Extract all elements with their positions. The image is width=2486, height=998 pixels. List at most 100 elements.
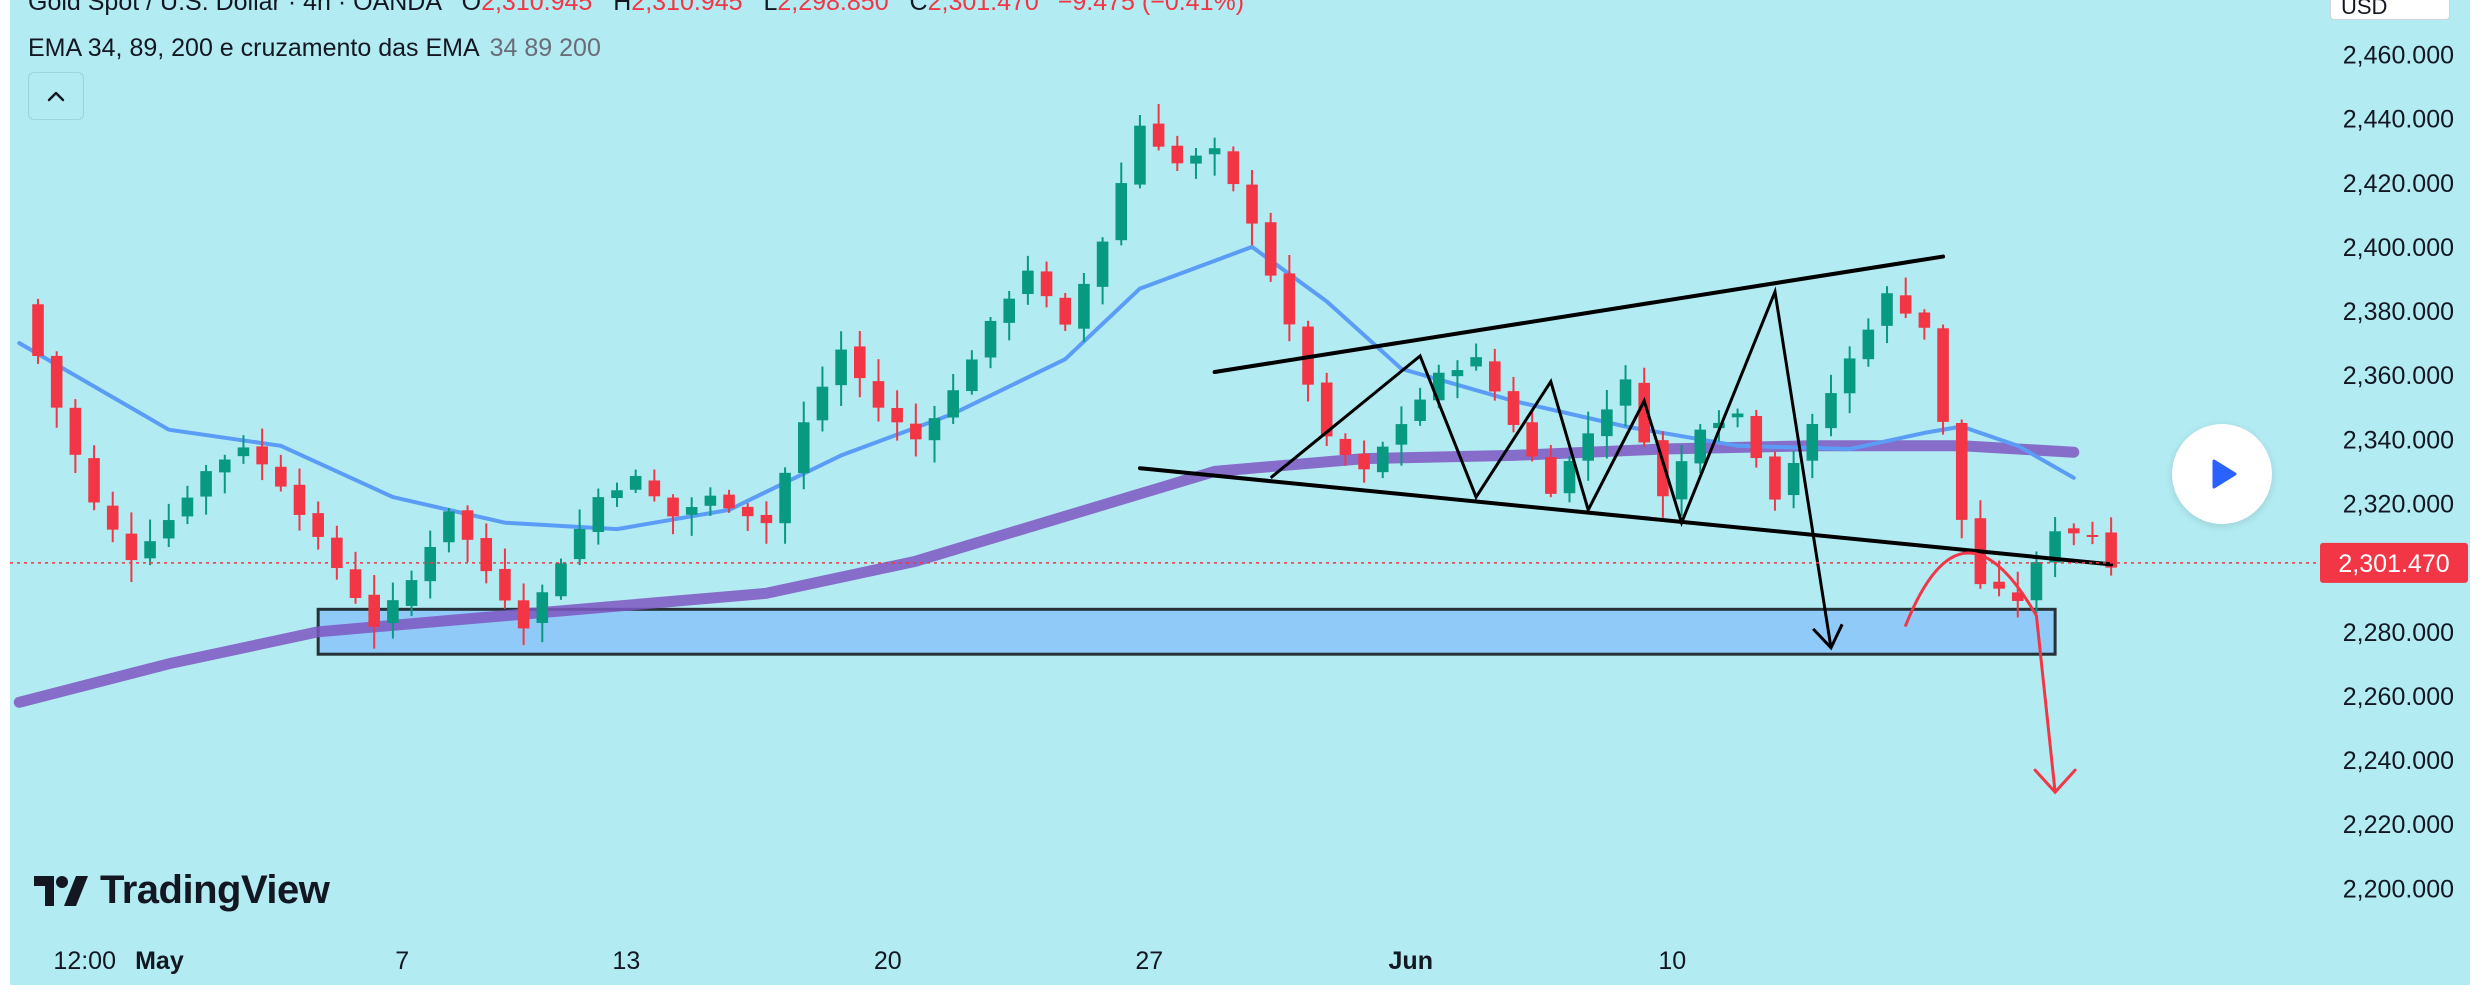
candle-body[interactable] — [2105, 532, 2117, 568]
candle-body[interactable] — [835, 349, 847, 386]
candle-body[interactable] — [499, 568, 511, 601]
candle-body[interactable] — [1918, 312, 1931, 328]
candle-body[interactable] — [573, 528, 586, 560]
candle-body[interactable] — [69, 407, 82, 455]
candle-body[interactable] — [125, 533, 138, 561]
candle-body[interactable] — [1227, 151, 1240, 185]
candle-body[interactable] — [1208, 148, 1221, 155]
candle-body[interactable] — [424, 546, 437, 582]
candle-body[interactable] — [1937, 328, 1949, 422]
candle-body[interactable] — [2030, 562, 2043, 601]
candle-body[interactable] — [1246, 184, 1258, 224]
candle-body[interactable] — [760, 514, 773, 524]
candle-body[interactable] — [555, 563, 567, 597]
candle-body[interactable] — [2086, 534, 2099, 537]
candle-body[interactable] — [1489, 361, 1501, 392]
candle-body[interactable] — [32, 304, 44, 357]
candle-body[interactable] — [723, 494, 735, 509]
tradingview-logo[interactable]: TradingView — [32, 868, 330, 913]
candle-body[interactable] — [1899, 295, 1912, 314]
candle-body[interactable] — [966, 359, 978, 392]
candle-body[interactable] — [704, 495, 717, 506]
candle-body[interactable] — [928, 418, 941, 441]
candle-body[interactable] — [181, 497, 194, 517]
candle-body[interactable] — [368, 594, 380, 627]
indicator-name[interactable]: EMA 34, 89, 200 e cruzamento das EMA — [28, 34, 480, 62]
candle-body[interactable] — [2049, 531, 2061, 563]
candle-body[interactable] — [162, 520, 175, 539]
candle-body[interactable] — [1881, 293, 1893, 326]
candle-body[interactable] — [1096, 241, 1109, 287]
candle-body[interactable] — [1152, 123, 1165, 147]
candle-body[interactable] — [1320, 382, 1333, 437]
candle-body[interactable] — [237, 447, 250, 457]
candle-body[interactable] — [592, 497, 605, 533]
candle-body[interactable] — [405, 580, 418, 606]
candle-body[interactable] — [88, 458, 100, 503]
candle-body[interactable] — [1526, 422, 1538, 457]
candle-body[interactable] — [648, 480, 661, 497]
candle-body[interactable] — [1040, 271, 1053, 297]
candle-body[interactable] — [461, 510, 474, 540]
candle-body[interactable] — [1395, 424, 1408, 445]
candle-body[interactable] — [1675, 461, 1688, 500]
candle-body[interactable] — [984, 320, 997, 358]
candle-body[interactable] — [1862, 329, 1875, 360]
candle-body[interactable] — [1750, 415, 1763, 459]
candle-body[interactable] — [2067, 528, 2080, 534]
candle-body[interactable] — [312, 513, 324, 537]
candle-body[interactable] — [1283, 273, 1296, 325]
play-button[interactable] — [2172, 424, 2272, 524]
candle-body[interactable] — [1619, 379, 1632, 406]
candle-body[interactable] — [779, 472, 791, 524]
candle-body[interactable] — [1582, 433, 1594, 461]
projection-path[interactable] — [1904, 551, 2057, 794]
candle-body[interactable] — [1993, 581, 2005, 589]
candle-body[interactable] — [1003, 298, 1015, 323]
candle-body[interactable] — [1601, 409, 1613, 437]
candle-body[interactable] — [1339, 438, 1352, 456]
candle-body[interactable] — [1264, 222, 1277, 276]
candle-body[interactable] — [1657, 440, 1669, 497]
candle-body[interactable] — [1825, 393, 1837, 429]
candle-body[interactable] — [293, 484, 306, 515]
time-axis[interactable]: 12:00 May 7 13 20 27 Jun 10 — [53, 947, 1686, 975]
trendline[interactable] — [1137, 466, 2114, 567]
candle-body[interactable] — [387, 600, 399, 624]
candle-body[interactable] — [797, 422, 810, 474]
symbol-title[interactable]: Gold Spot / U.S. Dollar · 4h · OANDA — [28, 0, 441, 16]
indicator-legend[interactable]: EMA 34, 89, 200 e cruzamento das EMA 34 8… — [28, 34, 601, 63]
candle-body[interactable] — [1955, 422, 1968, 520]
candle-body[interactable] — [106, 505, 119, 530]
candle-body[interactable] — [443, 511, 455, 543]
candle-body[interactable] — [218, 459, 231, 473]
candle-body[interactable] — [1115, 183, 1128, 241]
candle-body[interactable] — [667, 497, 679, 517]
candle-body[interactable] — [947, 390, 959, 418]
candle-body[interactable] — [50, 355, 63, 408]
candle-body[interactable] — [1806, 424, 1819, 461]
candle-body[interactable] — [910, 423, 922, 440]
candle-body[interactable] — [685, 507, 698, 515]
trendline[interactable] — [1212, 254, 1946, 374]
candle-body[interactable] — [1022, 270, 1034, 295]
currency-selector[interactable]: USD — [2330, 0, 2450, 20]
candle-body[interactable] — [891, 407, 903, 423]
candle-body[interactable] — [1638, 382, 1651, 443]
candle-body[interactable] — [536, 592, 549, 623]
candle-body[interactable] — [256, 446, 268, 465]
candle-body[interactable] — [1563, 461, 1576, 494]
candle-body[interactable] — [144, 541, 156, 559]
collapse-legend-button[interactable] — [28, 72, 84, 120]
pattern-zigzag[interactable] — [1269, 286, 1833, 649]
candle-body[interactable] — [1694, 429, 1707, 464]
candle-body[interactable] — [1731, 413, 1744, 418]
support-zone[interactable] — [316, 607, 2057, 656]
candle-body[interactable] — [1432, 372, 1445, 401]
candle-body[interactable] — [1190, 155, 1202, 164]
candle-body[interactable] — [741, 506, 754, 517]
candle-body[interactable] — [200, 471, 212, 497]
candle-body[interactable] — [1787, 462, 1800, 496]
candle-body[interactable] — [480, 537, 493, 572]
